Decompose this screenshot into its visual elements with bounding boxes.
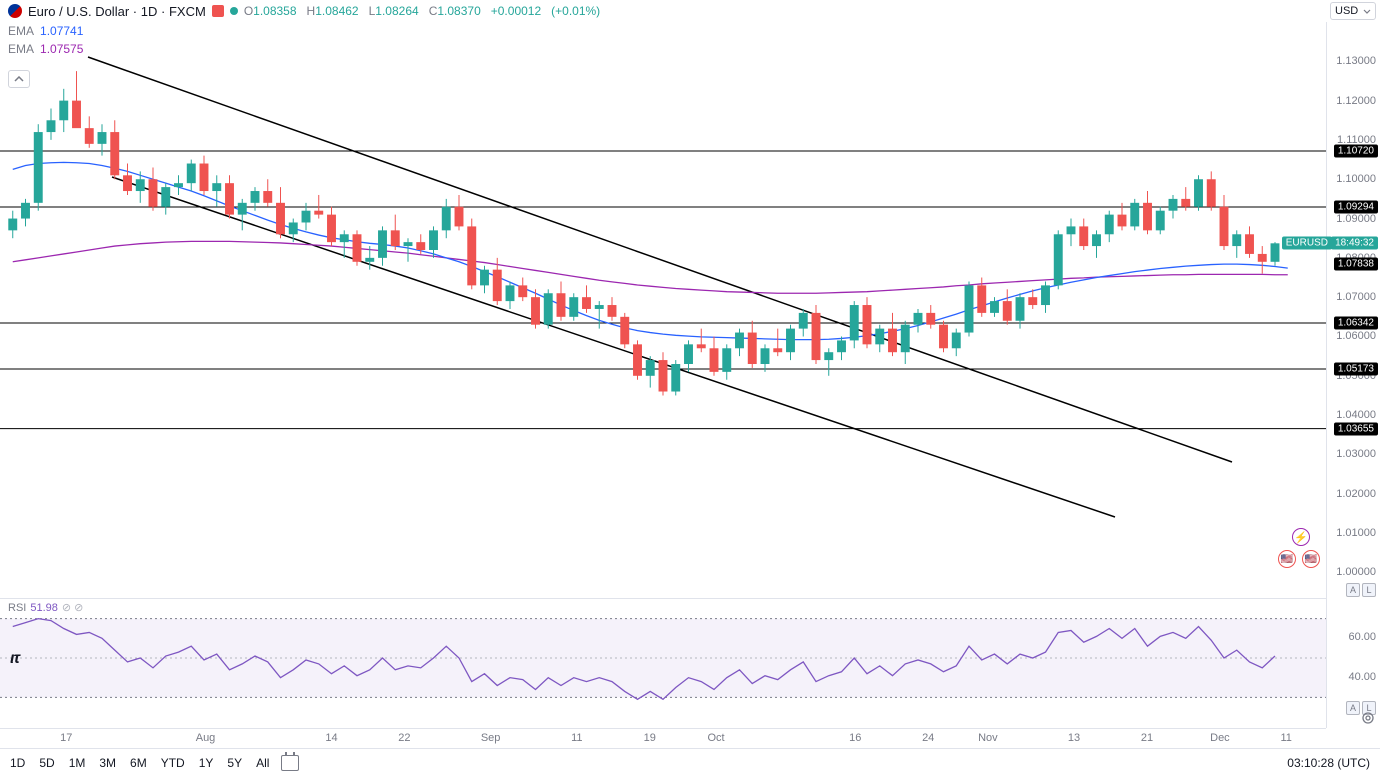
countdown-marker: 18:49:32 (1331, 237, 1378, 250)
timeframe-buttons: 1D 5D 1M 3M 6M YTD 1Y 5Y All (10, 756, 269, 770)
auto-scale-button[interactable]: A (1346, 701, 1360, 715)
timeframe-6m[interactable]: 6M (130, 756, 147, 770)
price-level-marker: 1.10720 (1334, 144, 1378, 157)
price-tick: 1.02000 (1336, 488, 1376, 500)
price-tick: 1.07000 (1336, 291, 1376, 303)
ohlc-values: O1.08358 H1.08462 L1.08264 C1.08370 +0.0… (244, 4, 600, 18)
chart-area[interactable]: RSI 51.98 ⊘ ⊘ ιτ (0, 22, 1326, 728)
time-tick: 13 (1068, 732, 1080, 744)
price-tick: 1.06000 (1336, 330, 1376, 342)
us-flag-icon-2[interactable]: 🇺🇸 (1302, 550, 1320, 568)
timeframe-1m[interactable]: 1M (69, 756, 86, 770)
time-tick: 24 (922, 732, 934, 744)
symbol-icon (8, 4, 22, 18)
timeframe-1y[interactable]: 1Y (199, 756, 214, 770)
time-tick: 21 (1141, 732, 1153, 744)
event-badges: ⚡ 🇺🇸 🇺🇸 (1278, 550, 1320, 568)
auto-scale-button[interactable]: A (1346, 583, 1360, 597)
price-level-marker: 1.07838 (1334, 258, 1378, 271)
time-tick: 17 (60, 732, 72, 744)
price-tick: 1.10000 (1336, 173, 1376, 185)
time-tick: Aug (196, 732, 216, 744)
axis-settings-button[interactable] (1360, 710, 1376, 726)
price-axis[interactable]: 1.130001.120001.110001.100001.090001.080… (1326, 22, 1380, 728)
rsi-panel[interactable]: RSI 51.98 ⊘ ⊘ (0, 598, 1326, 716)
main-price-chart[interactable] (0, 22, 1326, 592)
market-status-dot (230, 7, 238, 15)
timeframe-5y[interactable]: 5Y (227, 756, 242, 770)
currency-selector[interactable]: USD (1330, 2, 1376, 20)
price-level-marker: 1.03655 (1334, 422, 1378, 435)
timeframe-1d[interactable]: 1D (10, 756, 25, 770)
price-level-marker: 1.09294 (1334, 200, 1378, 213)
time-tick: 22 (398, 732, 410, 744)
time-tick: 11 (1281, 732, 1292, 744)
gear-icon (1360, 710, 1376, 726)
log-scale-button[interactable]: L (1362, 583, 1376, 597)
price-tick: 1.00000 (1336, 566, 1376, 578)
us-flag-icon-1[interactable]: 🇺🇸 (1278, 550, 1296, 568)
time-tick: Sep (481, 732, 501, 744)
time-tick: 14 (325, 732, 337, 744)
time-tick: 16 (849, 732, 861, 744)
time-tick: Nov (978, 732, 998, 744)
price-level-marker: 1.05173 (1334, 362, 1378, 375)
utc-clock[interactable]: 03:10:28 (UTC) (1287, 756, 1370, 770)
rsi-tick: 60.00 (1348, 631, 1376, 643)
timeframe-all[interactable]: All (256, 756, 269, 770)
calendar-icon[interactable] (281, 755, 299, 771)
timeframe-ytd[interactable]: YTD (161, 756, 185, 770)
timeframe-3m[interactable]: 3M (99, 756, 116, 770)
price-level-marker: 1.06342 (1334, 317, 1378, 330)
time-tick: Dec (1210, 732, 1230, 744)
lightning-icon[interactable]: ⚡ (1292, 528, 1310, 546)
price-tick: 1.03000 (1336, 448, 1376, 460)
price-tick: 1.12000 (1336, 95, 1376, 107)
chart-header: Euro / U.S. Dollar · 1D · FXCM O1.08358 … (0, 0, 1380, 22)
timeframe-5d[interactable]: 5D (39, 756, 54, 770)
time-tick: 11 (571, 732, 582, 744)
time-tick: 19 (644, 732, 656, 744)
rsi-tick: 40.00 (1348, 671, 1376, 683)
price-tick: 1.04000 (1336, 409, 1376, 421)
price-tick: 1.09000 (1336, 213, 1376, 225)
time-tick: Oct (707, 732, 724, 744)
price-tick: 1.01000 (1336, 527, 1376, 539)
red-indicator-icon (212, 5, 224, 17)
current-symbol-marker: EURUSD (1282, 237, 1332, 250)
price-tick: 1.13000 (1336, 55, 1376, 67)
chevron-down-icon (1363, 9, 1371, 14)
rsi-legend: RSI 51.98 ⊘ ⊘ (8, 601, 83, 614)
tradingview-logo: ιτ (10, 650, 19, 668)
symbol-title[interactable]: Euro / U.S. Dollar · 1D · FXCM (28, 4, 206, 19)
bottom-toolbar: 1D 5D 1M 3M 6M YTD 1Y 5Y All 03:10:28 (UTC) (0, 748, 1380, 776)
time-axis[interactable]: 17 Aug 14 22 Sep 11 19 Oct 16 24 Nov 13 21 Dec 11 (0, 728, 1326, 748)
